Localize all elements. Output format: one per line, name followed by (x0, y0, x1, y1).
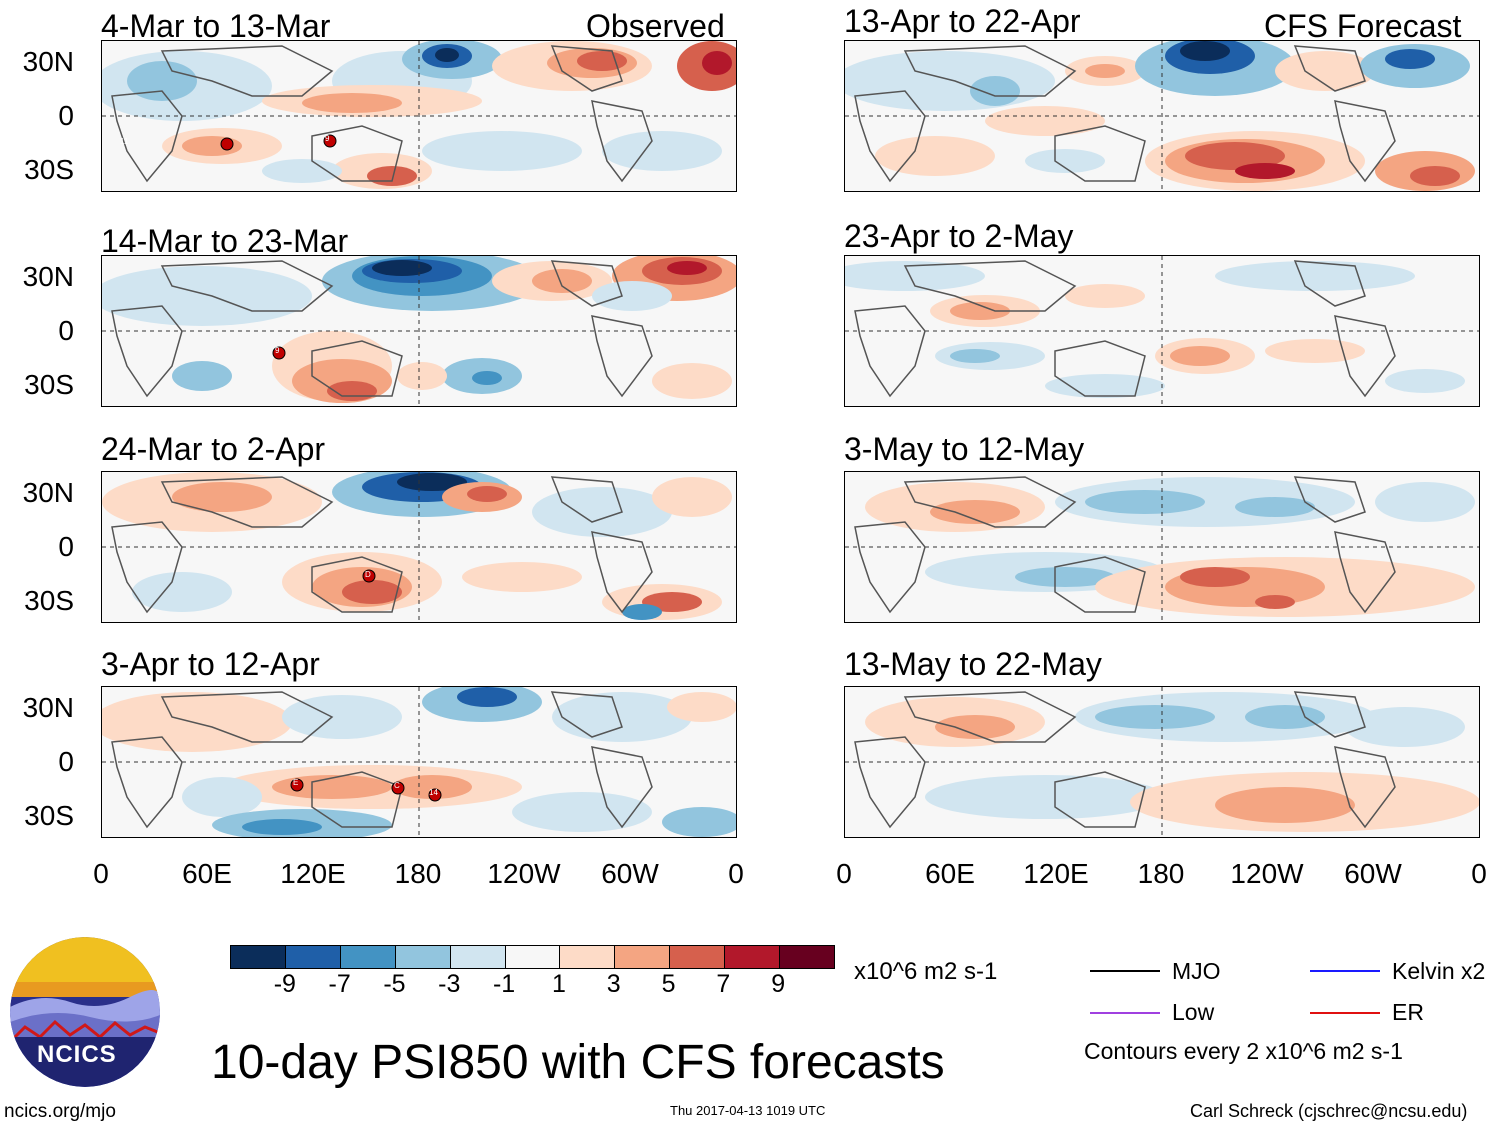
map-panel-3 (101, 471, 737, 623)
storm-marker-9: 9 (275, 346, 280, 355)
panel-title-3: 24-Mar to 2-Apr (101, 431, 326, 467)
map-panel-6 (844, 255, 1480, 407)
website-link[interactable]: ncics.org/mjo (4, 1101, 116, 1122)
map-panel-7 (844, 471, 1480, 623)
storm-marker-9: 9 (325, 134, 330, 143)
lat-label-30s: 30S (24, 585, 74, 616)
lon-label: 0 (1471, 858, 1487, 889)
colorbar-tick-label: -3 (438, 970, 461, 998)
colorbar-swatch (724, 946, 780, 968)
colorbar-swatch (394, 946, 450, 968)
lat-label-0: 0 (58, 746, 74, 777)
panel-title-8: 13-May to 22-May (844, 646, 1102, 682)
lon-label: 120E (280, 858, 346, 889)
legend-line-low (1090, 1012, 1160, 1014)
lat-label-30s: 30S (24, 154, 74, 185)
lon-label: 120E (1023, 858, 1089, 889)
lon-label: 60E (182, 858, 232, 889)
panel-title-5: 13-Apr to 22-Apr (844, 3, 1081, 39)
legend-label-mjo: MJO (1172, 958, 1221, 984)
lat-label-0: 0 (58, 100, 74, 131)
storm-marker-d: D (365, 570, 371, 579)
storm-marker-11: 11 (120, 137, 129, 146)
lon-label: 180 (1137, 858, 1185, 889)
lat-label-30n: 30N (22, 477, 74, 508)
colorbar-swatch (284, 946, 340, 968)
legend-line-mjo (1090, 970, 1160, 972)
logo-text: NCICS (37, 1041, 117, 1068)
colorbar-tick-label: 3 (606, 970, 621, 998)
colorbar-swatch (504, 946, 560, 968)
storm-marker-14: 14 (429, 788, 438, 797)
colorbar-tick-label: 7 (716, 970, 731, 998)
legend-line-kelvin (1310, 970, 1380, 972)
panel-title-4: 3-Apr to 12-Apr (101, 646, 320, 682)
panel-title-6: 23-Apr to 2-May (844, 218, 1074, 254)
lon-label: 120W (1230, 858, 1304, 889)
colorbar-labels: -9 -7 -5 -3 -1 1 3 5 7 9 (230, 972, 833, 1002)
colorbar-tick-label: -7 (328, 970, 351, 998)
colorbar-units: x10^6 m2 s-1 (854, 958, 998, 985)
main-title: 10-day PSI850 with CFS forecasts (211, 1036, 945, 1089)
colorbar-swatch (339, 946, 395, 968)
colorbar-tick-label: 1 (551, 970, 566, 998)
colorbar (230, 945, 835, 969)
panel-title-2: 14-Mar to 23-Mar (101, 223, 349, 259)
lat-label-30n: 30N (22, 261, 74, 292)
legend-label-low: Low (1172, 999, 1215, 1025)
map-panel-2 (101, 255, 737, 407)
lat-label-30s: 30S (24, 369, 74, 400)
colorbar-tick-label: -1 (492, 970, 516, 998)
lat-label-30s: 30S (24, 800, 74, 831)
colorbar-tick-label: -5 (383, 970, 406, 998)
lon-label: 120W (487, 858, 561, 889)
lon-label: 0 (836, 858, 852, 889)
lon-label: 60E (925, 858, 975, 889)
ncics-logo (10, 937, 160, 1087)
observed-header: Observed (586, 8, 725, 44)
lon-label: 180 (394, 858, 442, 889)
colorbar-tick-label: 9 (771, 970, 786, 998)
colorbar-tick-label: 5 (661, 970, 676, 998)
cfs-forecast-header: CFS Forecast (1264, 8, 1462, 44)
lat-label-30n: 30N (22, 46, 74, 77)
map-panel-5 (844, 40, 1480, 192)
legend-line-er (1310, 1012, 1380, 1014)
timestamp: Thu 2017-04-13 1019 UTC (670, 1103, 826, 1118)
colorbar-swatch (231, 946, 285, 968)
legend-label-kelvin: Kelvin x2 (1392, 958, 1486, 984)
colorbar-swatch (449, 946, 505, 968)
panel-title-7: 3-May to 12-May (844, 431, 1085, 467)
colorbar-swatch (614, 946, 670, 968)
storm-marker-c: C (394, 781, 400, 790)
legend-label-er: ER (1392, 999, 1424, 1025)
contours-note: Contours every 2 x10^6 m2 s-1 (1084, 1038, 1403, 1064)
lon-label: 0 (728, 858, 744, 889)
map-panel-4 (101, 686, 737, 838)
lat-label-0: 0 (58, 315, 74, 346)
lon-label: 60W (1344, 858, 1402, 889)
storm-marker-e: E (293, 778, 299, 787)
colorbar-tick-label: -9 (273, 970, 296, 998)
lon-label: 60W (601, 858, 659, 889)
colorbar-swatch (669, 946, 725, 968)
lat-label-30n: 30N (22, 692, 74, 723)
colorbar-swatch (779, 946, 834, 968)
author: Carl Schreck (cjschrec@ncsu.edu) (1190, 1101, 1468, 1121)
panel-title-1: 4-Mar to 13-Mar (101, 8, 331, 44)
colorbar-swatch (559, 946, 615, 968)
map-panel-8 (844, 686, 1480, 838)
lat-label-0: 0 (58, 531, 74, 562)
map-panel-1 (101, 40, 737, 192)
lon-label: 0 (93, 858, 109, 889)
